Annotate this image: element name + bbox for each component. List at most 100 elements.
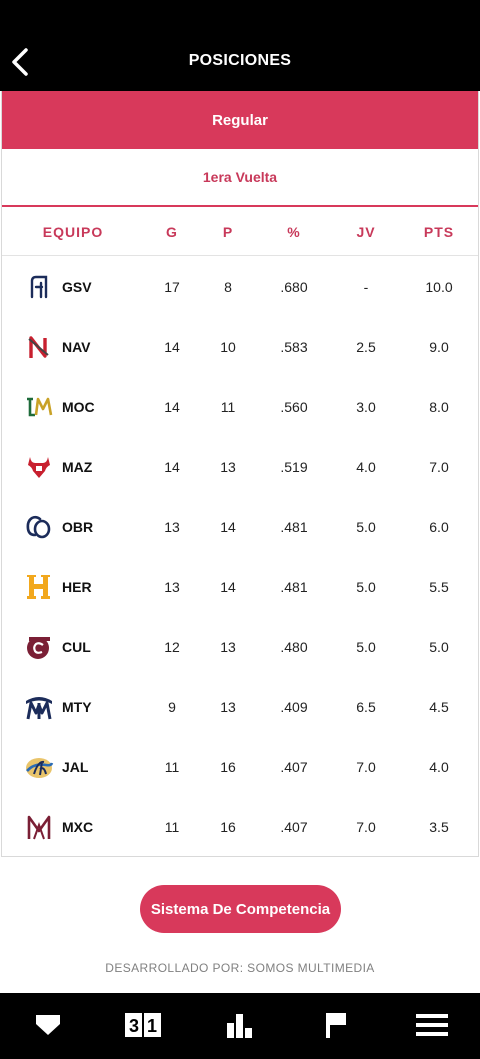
team-logo-mxc	[27, 815, 51, 840]
cell-jv: 2.5	[356, 339, 376, 355]
cell-p: 13	[220, 699, 236, 715]
team-logo-obr	[26, 515, 51, 539]
table-row[interactable]: MOC 14 11 .560 3.0 8.0	[2, 377, 478, 437]
team-logo-her	[27, 575, 50, 599]
competition-system-button[interactable]: Sistema De Competencia	[140, 885, 341, 933]
cell-g: 17	[164, 279, 180, 295]
cell-g: 11	[164, 819, 180, 835]
cell-pct: .519	[280, 459, 308, 475]
scoreboard-icon: 3 1	[125, 1013, 161, 1037]
bar-chart-icon	[227, 1014, 252, 1038]
team-abbr: MAZ	[62, 459, 93, 475]
page-title: POSICIONES	[188, 52, 292, 69]
nav-scores[interactable]: 3 1	[123, 1007, 163, 1043]
team-abbr: JAL	[62, 759, 89, 775]
cell-jv: 5.0	[356, 639, 376, 655]
cell-pts: 8.0	[429, 399, 449, 415]
cell-pct: .407	[280, 819, 308, 835]
back-button[interactable]	[4, 42, 36, 82]
cell-pct: .409	[280, 699, 308, 715]
cell-p: 13	[220, 459, 236, 475]
cell-p: 14	[220, 579, 236, 595]
table-row[interactable]: CUL 12 13 .480 5.0 5.0	[2, 617, 478, 677]
team-logo-nav	[28, 336, 49, 358]
cell-jv: 7.0	[356, 819, 376, 835]
developer-credit: DESARROLLADO POR: SOMOS MULTIMEDIA	[105, 961, 375, 975]
table-row[interactable]: MAZ 14 13 .519 4.0 7.0	[2, 437, 478, 497]
team-abbr: HER	[62, 579, 92, 595]
cell-p: 16	[220, 759, 236, 775]
menu-icon	[416, 1014, 448, 1036]
table-row[interactable]: MXC 11 16 .407 7.0 3.5	[2, 797, 478, 857]
team-logo-jal	[26, 758, 54, 778]
nav-home[interactable]	[28, 1007, 68, 1043]
column-header-g: G	[166, 224, 178, 240]
cell-pts: 6.0	[429, 519, 449, 535]
column-header-pct: %	[287, 224, 301, 240]
cell-g: 13	[164, 519, 180, 535]
cell-g: 13	[164, 579, 180, 595]
top-bar: POSICIONES	[0, 0, 480, 91]
scoreboard-digit-right: 1	[147, 1016, 157, 1036]
cell-p: 13	[220, 639, 236, 655]
cell-g: 9	[168, 699, 176, 715]
tab-1era-vuelta[interactable]: 1era Vuelta	[2, 149, 478, 207]
team-logo-cul	[27, 637, 50, 659]
team-abbr: MOC	[62, 399, 95, 415]
team-abbr: MXC	[62, 819, 94, 835]
cell-pts: 10.0	[425, 279, 453, 295]
column-header-equipo: EQUIPO	[42, 224, 104, 240]
cell-pct: .680	[280, 279, 308, 295]
cell-g: 12	[164, 639, 180, 655]
cell-pts: 5.0	[429, 639, 449, 655]
table-header: EQUIPO G P % JV PTS	[2, 209, 478, 256]
cell-p: 10	[220, 339, 236, 355]
cell-pct: .481	[280, 519, 308, 535]
cell-g: 14	[164, 459, 180, 475]
column-header-pts: PTS	[423, 224, 455, 240]
cell-pts: 5.5	[429, 579, 449, 595]
cell-jv: 5.0	[356, 579, 376, 595]
cell-pts: 3.5	[429, 819, 449, 835]
cell-pts: 7.0	[429, 459, 449, 475]
team-logo-gsv	[30, 275, 48, 299]
table-row[interactable]: NAV 14 10 .583 2.5 9.0	[2, 317, 478, 377]
column-header-p: P	[222, 224, 234, 240]
cell-p: 14	[220, 519, 236, 535]
cell-pts: 4.5	[429, 699, 449, 715]
cell-g: 14	[164, 339, 180, 355]
table-row[interactable]: JAL 11 16 .407 7.0 4.0	[2, 737, 478, 797]
cell-pct: .407	[280, 759, 308, 775]
tab-regular[interactable]: Regular	[2, 91, 478, 149]
team-logo-maz	[28, 457, 50, 478]
cell-pct: .481	[280, 579, 308, 595]
team-abbr: NAV	[62, 339, 91, 355]
team-logo-moc	[27, 397, 53, 417]
nav-menu[interactable]	[412, 1007, 452, 1043]
team-abbr: CUL	[62, 639, 91, 655]
cell-pts: 4.0	[429, 759, 449, 775]
chevron-left-icon	[12, 48, 28, 76]
nav-stats[interactable]	[220, 1007, 260, 1043]
standings-rows: GSV 17 8 .680 - 10.0 NAV 14 10 .583 2.5 …	[2, 257, 478, 857]
cell-pct: .560	[280, 399, 308, 415]
cell-pts: 9.0	[429, 339, 449, 355]
table-row[interactable]: MTY 9 13 .409 6.5 4.5	[2, 677, 478, 737]
standings-card: Regular 1era Vuelta EQUIPO G P % JV PTS …	[1, 91, 479, 857]
cell-pct: .480	[280, 639, 308, 655]
cell-jv: 7.0	[356, 759, 376, 775]
table-row[interactable]: OBR 13 14 .481 5.0 6.0	[2, 497, 478, 557]
table-row[interactable]: GSV 17 8 .680 - 10.0	[2, 257, 478, 317]
cell-p: 16	[220, 819, 236, 835]
cell-jv: -	[363, 279, 369, 295]
nav-standings[interactable]	[316, 1007, 356, 1043]
team-abbr: MTY	[62, 699, 92, 715]
cell-g: 11	[164, 759, 180, 775]
flag-icon	[326, 1013, 346, 1038]
team-abbr: GSV	[62, 279, 92, 295]
cell-g: 14	[164, 399, 180, 415]
home-plate-icon	[36, 1015, 60, 1035]
table-row[interactable]: HER 13 14 .481 5.0 5.5	[2, 557, 478, 617]
scoreboard-digit-left: 3	[129, 1016, 139, 1036]
cell-jv: 4.0	[356, 459, 376, 475]
